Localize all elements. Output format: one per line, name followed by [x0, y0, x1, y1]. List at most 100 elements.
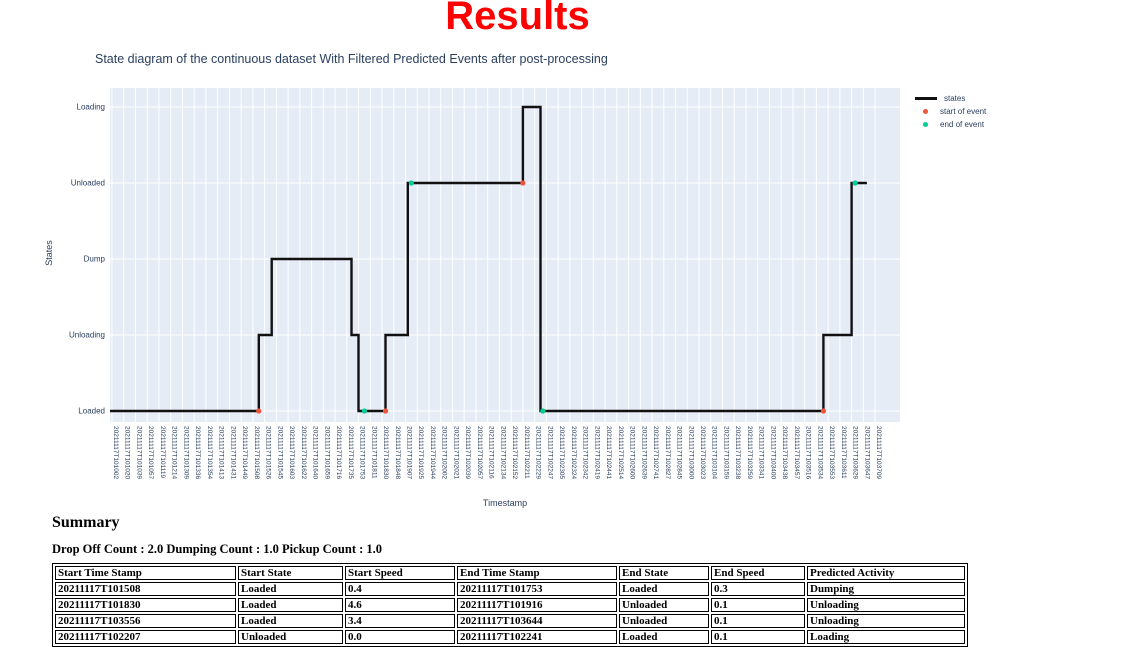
states-line [110, 105, 867, 413]
table-cell: 0.1 [711, 598, 805, 612]
x-tick-label: 20211117T103611 [840, 426, 847, 479]
table-cell: 20211117T103556 [55, 614, 236, 628]
table-cell: 20211117T101508 [55, 582, 236, 596]
x-tick-label: 20211117T101508 [253, 426, 260, 480]
x-tick-label: 20211117T103516 [805, 426, 812, 480]
x-tick-label: 20211117T101811 [370, 426, 377, 479]
x-tick-label: 20211117T101659 [323, 426, 330, 480]
table-cell: 4.6 [345, 598, 455, 612]
x-tick-label: 20211117T101449 [241, 426, 248, 480]
x-tick-label: 20211117T103341 [758, 426, 765, 480]
table-cell: Unloading [807, 598, 965, 612]
x-tick-label: 20211117T103000 [687, 426, 694, 480]
table-cell: Loaded [238, 582, 343, 596]
table-cell: Unloading [807, 614, 965, 628]
table-cell: Loaded [619, 630, 709, 644]
table-cell: Loaded [619, 582, 709, 596]
x-tick-label: 20211117T102134 [499, 426, 506, 480]
x-tick-label: 20211117T103629 [852, 426, 859, 480]
x-tick-label: 20211117T101336 [194, 426, 201, 480]
summary-counts: Drop Off Count : 2.0 Dumping Count : 1.0… [52, 542, 383, 556]
legend-label: end of event [940, 120, 985, 129]
y-tick-label: Loaded [78, 407, 105, 416]
x-tick-label: 20211117T102039 [464, 426, 471, 480]
y-tick-label: Loading [77, 103, 105, 112]
table-row: 20211117T102207 Unloaded 0.0 20211117T10224… [55, 630, 965, 644]
x-tick-label: 20211117T101753 [359, 426, 366, 480]
plot-background [110, 88, 900, 422]
x-tick-label: 20211117T102211 [523, 426, 530, 479]
x-tick-label: 20211117T103023 [699, 426, 706, 480]
x-tick-label: 20211117T101119 [159, 426, 166, 479]
x-tick-label: 20211117T101039 [135, 426, 142, 480]
table-header-cell: Start Speed [345, 566, 455, 580]
table-cell: 0.0 [345, 630, 455, 644]
summary-section: Summary Drop Off Count : 2.0 Dumping Cou… [52, 514, 382, 557]
chart-title: State diagram of the continuous dataset … [95, 52, 608, 66]
x-tick-label: 20211117T102305 [558, 426, 565, 480]
x-tick-label: 20211117T102247 [546, 426, 553, 480]
chart-plot-area: Loaded Unloading Dump Unloaded Loading 202111… [69, 88, 900, 480]
x-tick-label: 20211117T102514 [617, 426, 624, 480]
x-tick-label: 20211117T101354 [206, 426, 213, 480]
x-tick-label: 20211117T102324 [570, 426, 577, 480]
legend-label: states [944, 94, 966, 103]
y-tick-label: Unloaded [71, 179, 105, 188]
x-tick-label: 20211117T102342 [582, 426, 589, 480]
table-row: 20211117T101830 Loaded 4.6 20211117T101916 U… [55, 598, 965, 612]
x-tick-label: 20211117T103259 [746, 426, 753, 480]
start-marker-icon [923, 109, 928, 114]
end-of-event-marker [361, 408, 368, 414]
x-tick-label: 20211117T102600 [629, 426, 636, 480]
table-header-cell: End Speed [711, 566, 805, 580]
x-tick-label: 20211117T103647 [863, 426, 870, 480]
x-tick-label: 20211117T101925 [417, 426, 424, 480]
x-tick-label: 20211117T103553 [828, 426, 835, 480]
x-tick-label: 20211117T103159 [722, 426, 729, 480]
table-header-cell: End State [619, 566, 709, 580]
start-of-event-marker [256, 408, 262, 414]
x-tick-label: 20211117T103400 [769, 426, 776, 480]
table-cell: 20211117T102207 [55, 630, 236, 644]
x-tick-label: 20211117T101716 [335, 426, 342, 480]
table-cell: Loaded [238, 598, 343, 612]
end-of-event-marker [408, 180, 414, 186]
table-cell: 20211117T101753 [457, 582, 617, 596]
table-header-cell: Start State [238, 566, 343, 580]
start-of-event-marker [382, 408, 389, 414]
table-cell: 3.4 [345, 614, 455, 628]
table-cell: 20211117T103644 [457, 614, 617, 628]
x-tick-label: 20211117T102441 [605, 426, 612, 480]
x-tick-label: 20211117T101944 [429, 426, 436, 480]
x-tick-label: 20211117T102116 [488, 426, 495, 479]
x-tick-label: 20211117T101002 [112, 426, 119, 480]
x-tick-label: 20211117T102639 [640, 426, 647, 480]
x-tick-label: 20211117T101848 [394, 426, 401, 480]
x-tick-label: 20211117T102152 [511, 426, 518, 480]
table-cell: 0.4 [345, 582, 455, 596]
table-cell: Unloaded [238, 630, 343, 644]
table-cell: 0.1 [711, 614, 805, 628]
x-tick-label: 20211117T102229 [535, 426, 542, 480]
x-tick-label: 20211117T101603 [288, 426, 295, 480]
table-header-cell: Start Time Stamp [55, 566, 236, 580]
table-cell: Unloaded [619, 614, 709, 628]
table-row: 20211117T101508 Loaded 0.4 20211117T101753 L… [55, 582, 965, 596]
x-tick-label: 20211117T102057 [476, 426, 483, 480]
x-tick-label: 20211117T103457 [793, 426, 800, 480]
page-title: Results [445, 0, 590, 38]
x-tick-label: 20211117T101020 [124, 426, 131, 480]
x-tick-label: 20211117T101526 [265, 426, 272, 480]
x-tick-label: 20211117T102741 [652, 426, 659, 480]
x-tick-label: 20211117T103238 [734, 426, 741, 480]
table-row: 20211117T103556 Loaded 3.4 20211117T103644 U… [55, 614, 965, 628]
x-tick-label: 20211117T101640 [312, 426, 319, 480]
x-tick-label: 20211117T102002 [441, 426, 448, 480]
legend-label: start of event [940, 107, 987, 116]
table-cell: 20211117T101916 [457, 598, 617, 612]
states-line-icon [915, 97, 937, 100]
y-tick-label: Dump [84, 255, 106, 264]
legend-item-start-of-event: start of event [915, 105, 986, 118]
y-tick-label: Unloading [69, 331, 105, 340]
x-tick-label: 20211117T103438 [781, 426, 788, 480]
